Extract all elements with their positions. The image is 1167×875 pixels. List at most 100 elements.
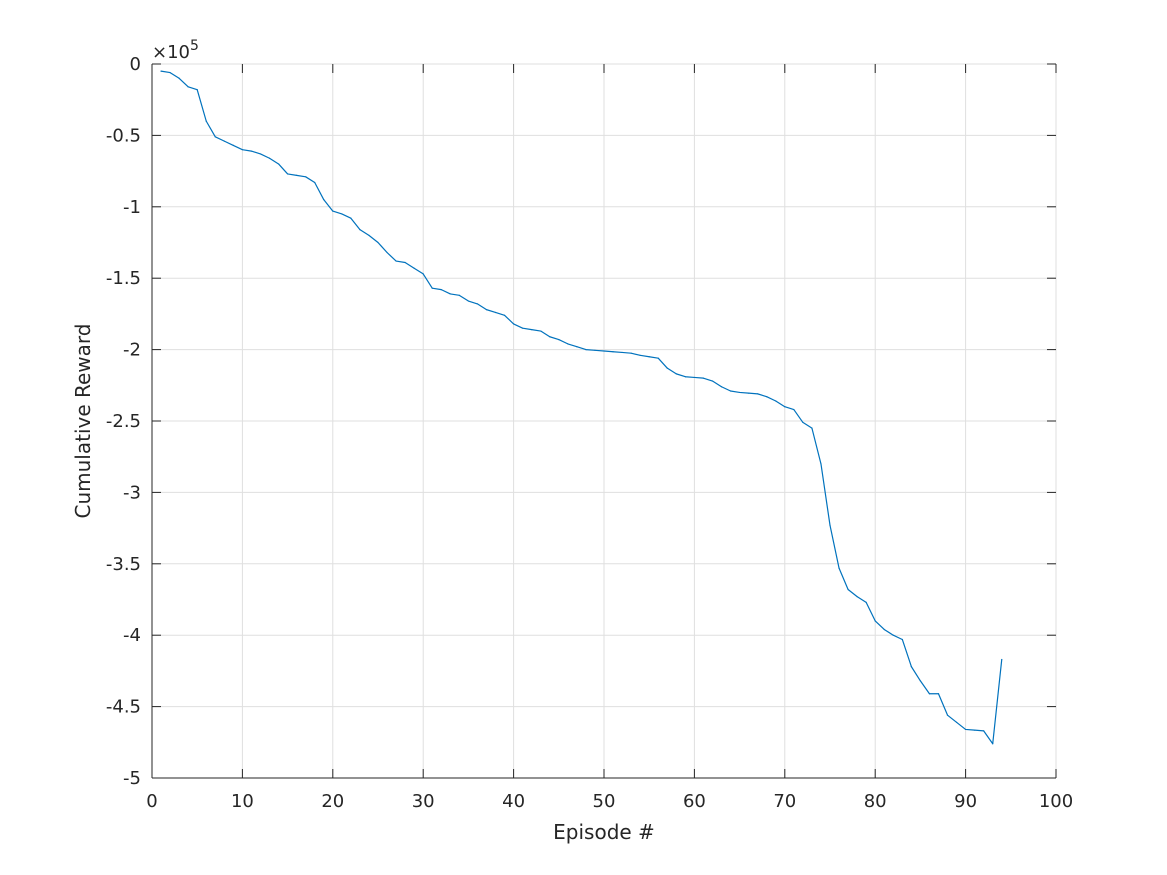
data-point — [223, 140, 225, 142]
y-tick-label: -3 — [123, 482, 141, 503]
data-point — [413, 267, 415, 269]
data-point — [549, 336, 551, 338]
x-tick-label: 50 — [593, 791, 616, 812]
data-point — [277, 163, 280, 165]
y-exponent-base: ×10 — [152, 42, 190, 63]
data-point — [485, 309, 488, 311]
x-tick-label: 0 — [146, 791, 157, 812]
data-point — [802, 421, 804, 424]
data-point — [684, 376, 686, 378]
data-point — [359, 229, 361, 231]
data-point — [250, 150, 253, 152]
data-point — [946, 714, 949, 716]
data-point — [205, 120, 207, 122]
series-line — [160, 70, 1003, 745]
data-point — [639, 354, 641, 356]
data-point — [630, 352, 632, 354]
data-point — [775, 400, 777, 402]
data-point — [232, 144, 234, 146]
data-point — [540, 330, 542, 332]
data-point — [666, 367, 668, 369]
data-point — [955, 721, 958, 723]
data-point — [513, 323, 515, 325]
data-point — [901, 638, 903, 641]
y-tick-label: -2.5 — [106, 411, 141, 432]
data-point — [748, 392, 750, 394]
data-point — [440, 289, 442, 291]
y-tick-label: -0.5 — [106, 125, 141, 146]
data-point — [467, 300, 469, 302]
data-point — [811, 427, 813, 429]
x-tick-label: 20 — [321, 791, 344, 812]
data-point — [576, 346, 578, 348]
data-point — [729, 390, 732, 392]
x-tick-label: 90 — [954, 791, 977, 812]
data-point — [323, 199, 325, 201]
data-point — [268, 157, 271, 159]
x-tick-label: 30 — [412, 791, 435, 812]
y-tick-label: -5 — [123, 768, 141, 789]
data-point — [892, 634, 894, 636]
y-tick-label: 0 — [130, 54, 141, 75]
axes — [151, 63, 1057, 779]
data-point — [314, 181, 316, 184]
y-exponent-power: 5 — [190, 38, 199, 54]
data-point — [847, 588, 849, 591]
data-point — [476, 303, 479, 305]
data-point — [612, 351, 614, 353]
x-tick-label: 40 — [502, 791, 525, 812]
data-point — [829, 524, 831, 526]
data-point — [838, 567, 840, 569]
data-point — [567, 343, 569, 345]
data-point — [214, 136, 216, 138]
data-point — [874, 620, 876, 622]
data-point — [305, 176, 307, 178]
data-point — [494, 311, 497, 314]
y-tick-label: -4 — [123, 625, 141, 646]
data-point — [178, 77, 180, 79]
y-tick-label: -3.5 — [106, 554, 141, 575]
data-point — [992, 743, 994, 745]
data-point — [757, 393, 759, 395]
data-point — [458, 294, 460, 296]
data-point — [983, 730, 985, 732]
data-point — [368, 234, 370, 236]
data-point — [431, 287, 433, 289]
data-point — [928, 693, 931, 695]
data-point — [531, 329, 533, 331]
data-point — [422, 273, 424, 275]
data-point — [657, 357, 659, 359]
data-point — [766, 396, 768, 398]
data-point — [856, 596, 858, 598]
data-point — [702, 377, 705, 379]
data-point — [720, 386, 723, 388]
data-point — [711, 380, 714, 382]
data-point — [585, 349, 587, 351]
data-point — [350, 217, 352, 219]
data-point — [341, 213, 343, 215]
data-point — [883, 628, 885, 631]
data-point — [648, 356, 650, 358]
y-axis-label: Cumulative Reward — [71, 324, 95, 519]
data-point — [449, 293, 451, 295]
data-point — [241, 149, 243, 151]
data-point — [974, 729, 976, 731]
data-point — [784, 406, 786, 408]
data-point — [404, 261, 406, 264]
data-point — [820, 463, 822, 465]
data-point — [395, 260, 397, 262]
data-point — [594, 349, 596, 351]
data-point — [675, 373, 677, 375]
data-point — [332, 210, 334, 212]
y-exponent-label: ×105 — [152, 38, 199, 63]
data-point — [259, 153, 262, 155]
x-tick-label: 80 — [864, 791, 887, 812]
x-tick-label: 60 — [683, 791, 706, 812]
data-point — [386, 251, 388, 254]
data-point — [522, 327, 524, 329]
data-point — [1001, 658, 1003, 661]
data-point — [160, 70, 162, 72]
x-tick-label: 10 — [231, 791, 254, 812]
y-tick-label: -4.5 — [106, 697, 141, 718]
data-point — [793, 408, 795, 411]
